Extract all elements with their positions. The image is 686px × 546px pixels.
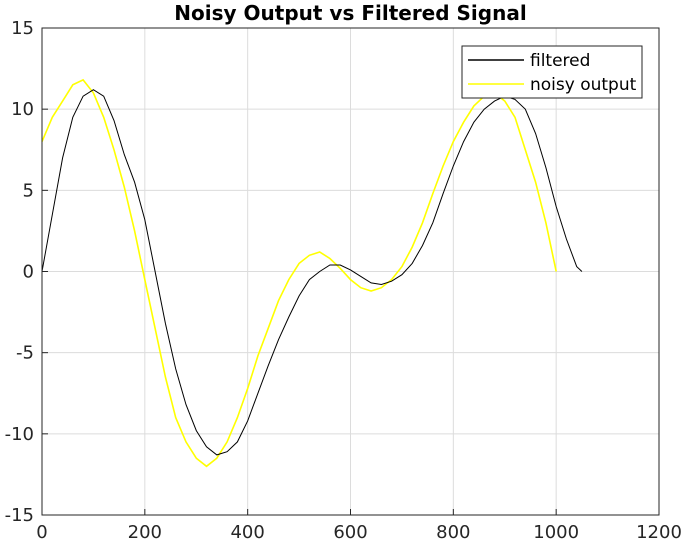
y-tick-label-0: -15 [5, 505, 34, 526]
ticks: 0 200 400 600 800 1000 1200 -15 -10 -5 0 5 10 15 [5, 18, 682, 543]
y-tick-label-4: 5 [23, 180, 34, 201]
legend: filtered noisy output [461, 45, 643, 99]
x-tick-label-4: 800 [436, 522, 470, 543]
series-line-0 [41, 89, 583, 456]
legend-box [461, 45, 643, 99]
series-line-1 [41, 78, 557, 468]
x-tick-label-6: 1200 [636, 522, 682, 543]
y-tick-label-5: 10 [11, 99, 34, 120]
x-tick-label-3: 600 [333, 522, 367, 543]
chart-title: Noisy Output vs Filtered Signal [174, 1, 526, 25]
x-tick-label-5: 1000 [533, 522, 579, 543]
legend-label-0: filtered [530, 51, 590, 71]
y-tick-label-1: -10 [5, 424, 34, 445]
x-tick-label-0: 0 [36, 522, 47, 543]
y-tick-label-6: 15 [11, 18, 34, 39]
y-tick-label-3: 0 [23, 262, 34, 283]
x-tick-label-2: 400 [230, 522, 264, 543]
legend-label-1: noisy output [530, 75, 637, 95]
y-tick-label-2: -5 [16, 343, 34, 364]
x-tick-label-1: 200 [128, 522, 162, 543]
plot-area [41, 78, 583, 468]
